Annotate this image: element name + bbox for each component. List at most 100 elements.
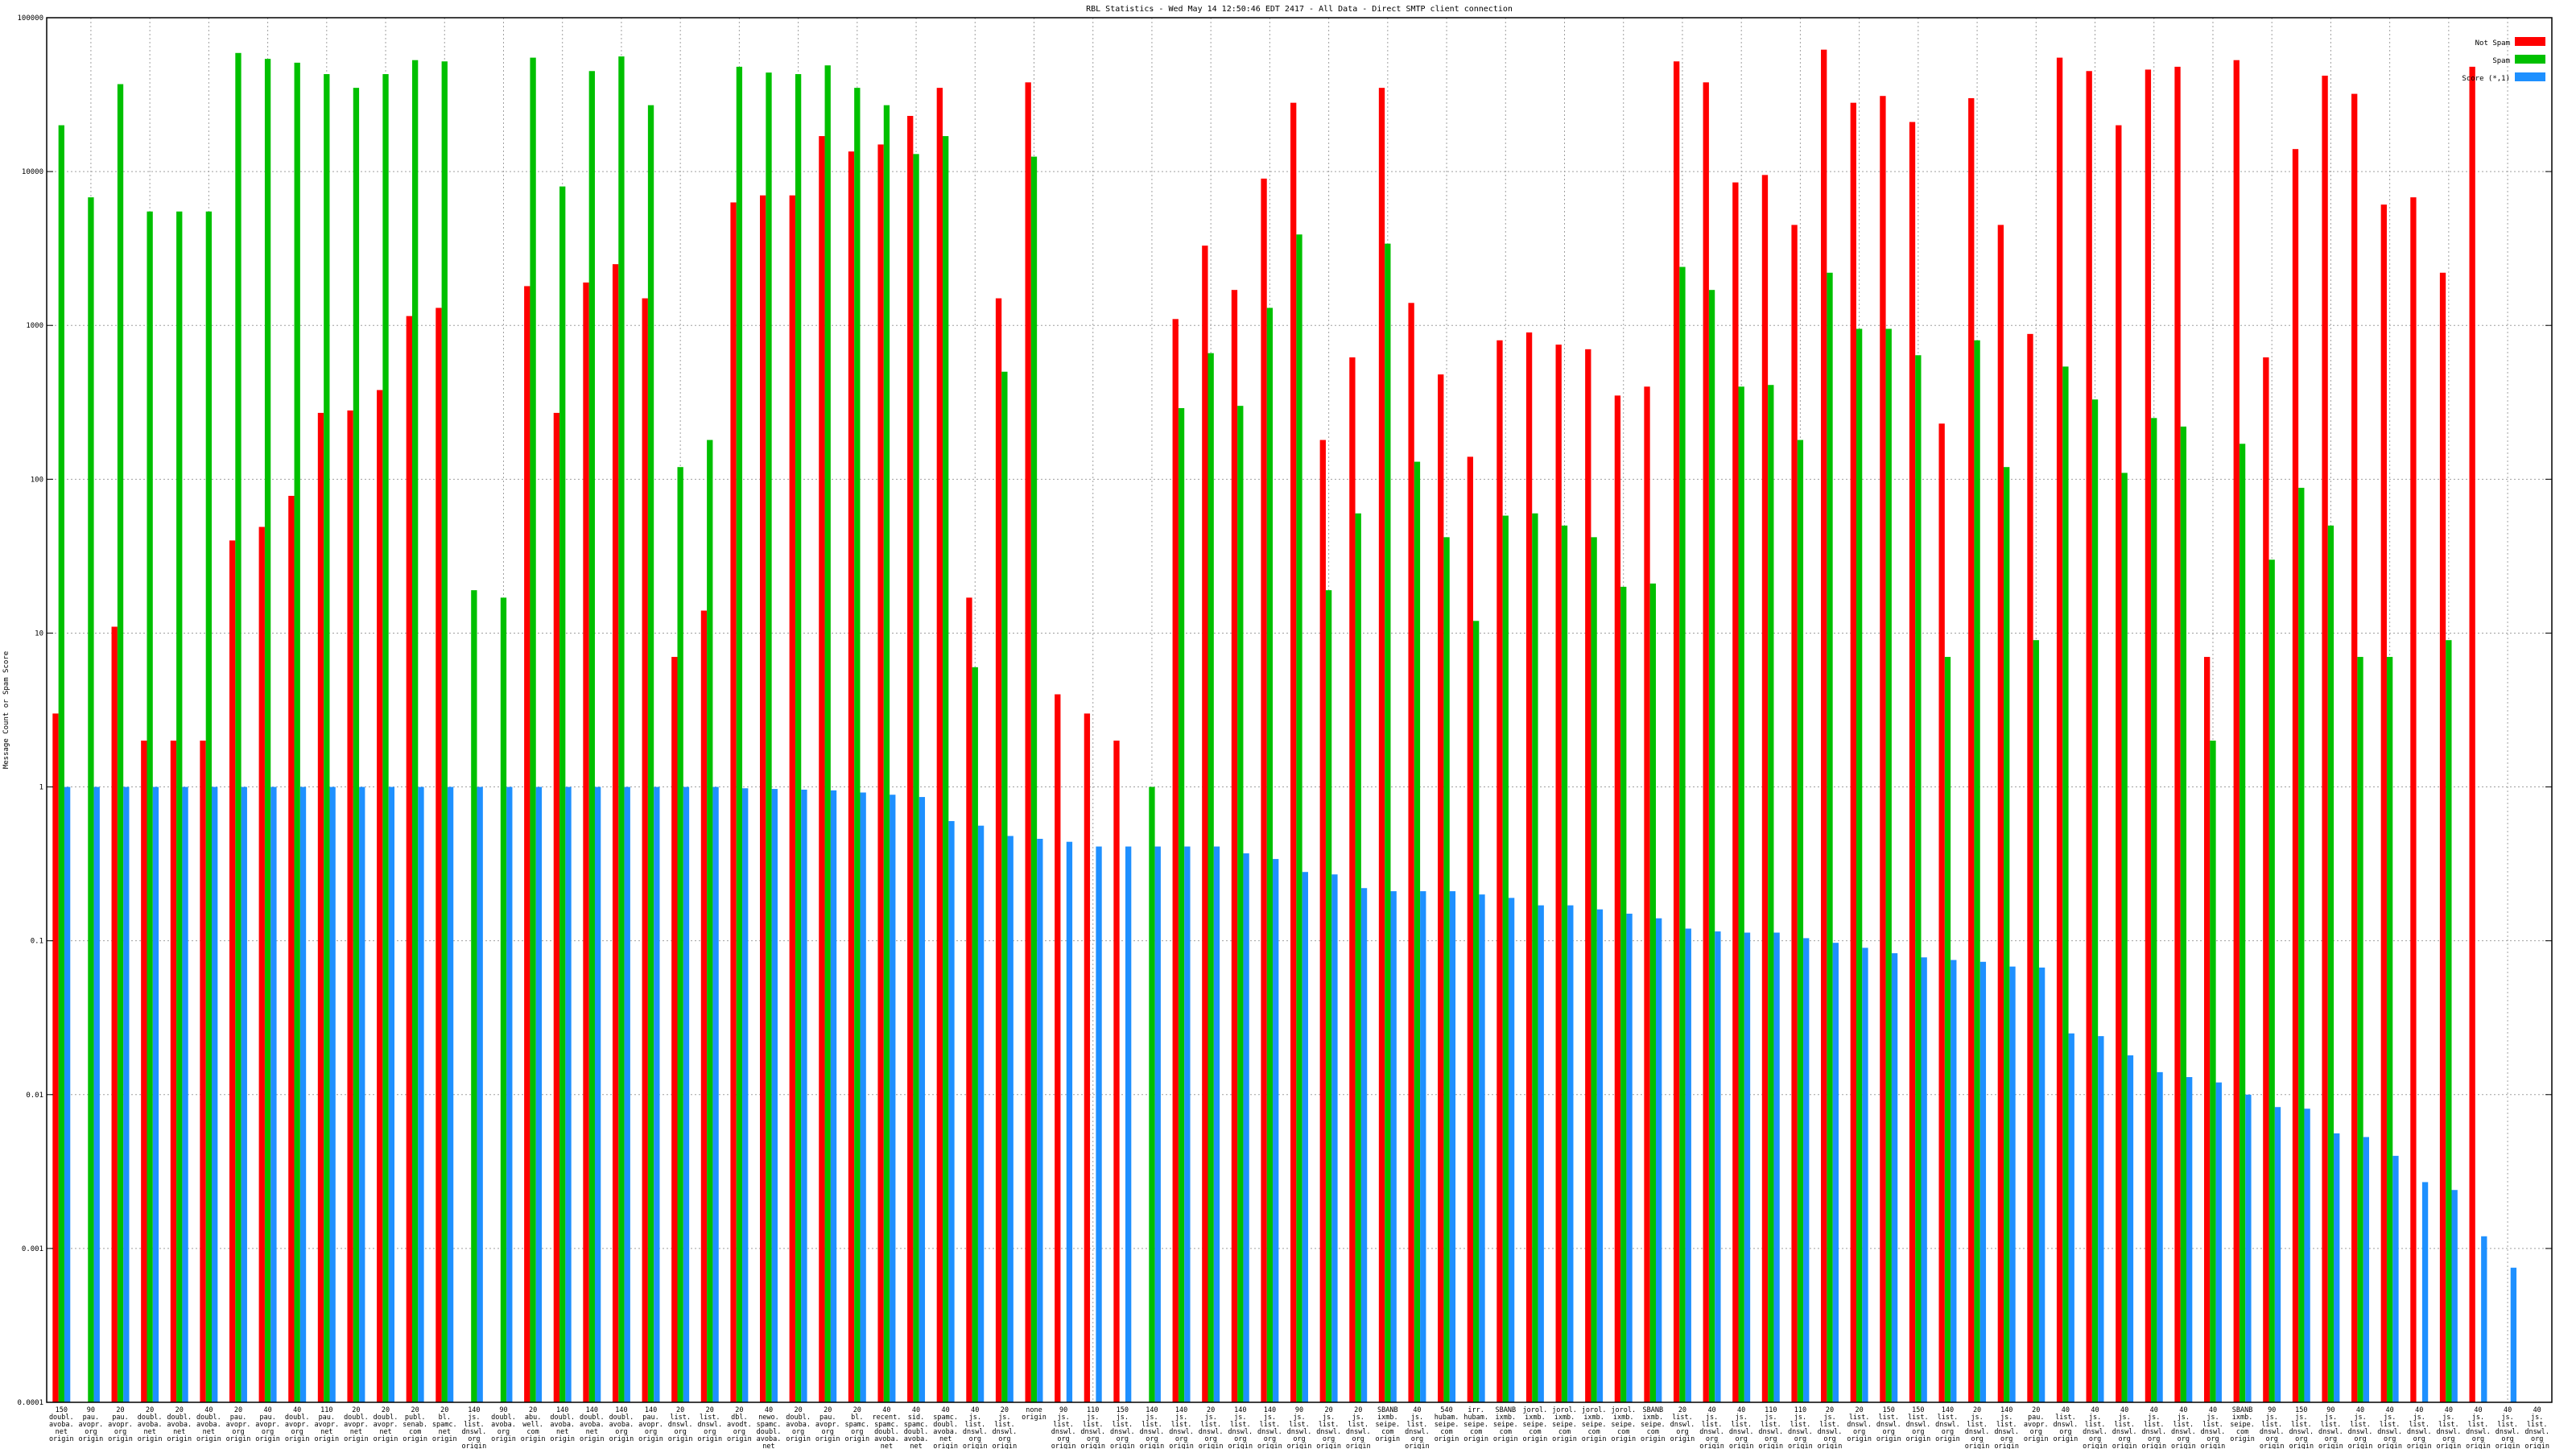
x-category-label: 40 spamc. doubl. avoba. net origin	[933, 1406, 958, 1449]
x-category-label-line: net	[173, 1428, 185, 1436]
bar-spam	[324, 74, 330, 1402]
x-category-label: jorol. ixmb. seipe. com origin	[1552, 1406, 1577, 1443]
x-category-label-line: dnswl.	[2348, 1428, 2373, 1436]
x-category-label-line: list.	[1053, 1421, 1074, 1429]
bar-score	[1626, 914, 1633, 1402]
x-category-label-line: 150	[1912, 1406, 1924, 1414]
bar-not-spam	[170, 741, 177, 1402]
bar-score	[2363, 1137, 2369, 1402]
x-category-label-line: list.	[670, 1414, 691, 1422]
x-category-label-line: dnswl.	[1169, 1428, 1194, 1436]
x-category-label-line: senab.	[402, 1421, 427, 1429]
x-category-label: 140 js. list. dnswl. org origin	[1228, 1406, 1253, 1449]
x-category-label-line: 40	[1413, 1406, 1421, 1414]
x-category-label-line: list.	[2468, 1421, 2489, 1429]
bar-not-spam	[1909, 122, 1916, 1402]
x-category-label-line: 110	[1794, 1406, 1806, 1414]
bar-spam	[411, 60, 419, 1403]
bar-spam	[824, 65, 831, 1403]
bar-score	[1715, 931, 1721, 1402]
bar-spam	[88, 197, 94, 1402]
plot-frame	[46, 17, 2553, 1403]
bar-score	[2098, 1036, 2104, 1402]
x-category-label-line: 140	[1264, 1406, 1276, 1414]
x-category-label-line: origin	[609, 1435, 634, 1443]
x-category-label-line: ixmb.	[1525, 1414, 1546, 1422]
bar-not-spam	[2351, 93, 2358, 1403]
bar-not-spam	[2410, 197, 2417, 1402]
x-category-label-line: list.	[1849, 1414, 1870, 1422]
x-category-label-line: avoba.	[49, 1421, 74, 1429]
x-category-label-line: none	[1026, 1406, 1042, 1414]
x-category-label-line: com	[1647, 1428, 1659, 1436]
x-category-label-line: origin	[580, 1435, 605, 1443]
x-category-label-line: dnswl.	[1080, 1428, 1105, 1436]
x-category-label-line: 40	[2533, 1406, 2541, 1414]
x-category-label-line: list.	[2144, 1421, 2165, 1429]
x-category-label-line: spamc.	[757, 1421, 782, 1429]
chart-title: RBL Statistics - Wed May 14 12:50:46 EDT…	[1086, 5, 1513, 14]
x-category-label-line: origin	[1287, 1443, 1312, 1449]
x-category-label-line: 140	[1175, 1406, 1187, 1414]
bar-spam	[2151, 418, 2157, 1402]
x-category-label-line: 40	[263, 1406, 271, 1414]
x-category-label-line: org	[2413, 1435, 2425, 1443]
x-category-label-line: dnswl.	[1699, 1428, 1724, 1436]
x-category-label-line: dnswl.	[2054, 1421, 2079, 1429]
x-category-label-line: bl.	[439, 1414, 451, 1422]
bar-score	[1862, 947, 1868, 1402]
bar-spam	[559, 186, 566, 1402]
x-category-label-line: origin	[79, 1435, 104, 1443]
x-category-label: SBANB ixmb. seipe. com origin	[2230, 1406, 2255, 1443]
y-tick-label: 10	[35, 630, 43, 638]
x-category-label-line: origin	[1169, 1443, 1194, 1449]
bar-spam	[1768, 385, 1774, 1403]
x-category-label-line: list.	[2055, 1414, 2076, 1422]
x-category-label-line: list.	[2527, 1421, 2548, 1429]
x-category-label-line: net	[881, 1443, 893, 1449]
bar-spam	[2062, 366, 2069, 1402]
x-category-label-line: doubl.	[49, 1414, 74, 1422]
x-category-label: 150 list. dnswl. org origin	[1876, 1406, 1901, 1443]
x-category-label: 20 js. list. dnswl. org origin	[993, 1406, 1018, 1449]
x-category-label-line: origin	[285, 1435, 310, 1443]
x-category-label-line: origin	[2083, 1443, 2107, 1449]
bar-not-spam	[1703, 82, 1709, 1402]
x-category-label-line: origin	[1965, 1443, 1990, 1449]
bar-spam	[2357, 657, 2363, 1402]
bar-score	[2421, 1182, 2429, 1402]
x-category-label-line: dnswl.	[1758, 1428, 1783, 1436]
x-category-label-line: js.	[2472, 1414, 2484, 1422]
x-category-label-line: seipe.	[1611, 1421, 1636, 1429]
x-category-label: 40 js. list. dnswl. org origin	[2496, 1406, 2520, 1449]
bar-not-spam	[1113, 741, 1120, 1402]
bar-spam	[117, 84, 124, 1402]
x-category-label-line: list.	[1761, 1421, 1781, 1429]
x-category-label-line: dnswl.	[1346, 1428, 1371, 1436]
x-category-label-line: ixmb.	[1643, 1414, 1664, 1422]
x-category-label-line: origin	[314, 1435, 339, 1443]
bar-not-spam	[406, 316, 412, 1402]
x-category-label: 40 pau. avopr. org origin	[255, 1406, 280, 1443]
bar-not-spam	[436, 308, 442, 1403]
bar-not-spam	[111, 626, 118, 1402]
bar-score	[977, 825, 985, 1402]
bar-spam	[441, 61, 448, 1402]
x-category-label-line: dnswl.	[1818, 1428, 1843, 1436]
bar-not-spam	[141, 741, 147, 1402]
x-category-label: SBANB ixmb. seipe. com origin	[1375, 1406, 1400, 1443]
x-category-label-line: origin	[108, 1435, 133, 1443]
bar-not-spam	[1438, 374, 1444, 1402]
bar-score	[2186, 1077, 2193, 1402]
x-category-label-line: origin	[668, 1435, 693, 1443]
x-category-label-line: spamc.	[844, 1421, 869, 1429]
x-category-label-line: 20	[234, 1406, 242, 1414]
x-category-label-line: net	[439, 1428, 451, 1436]
bar-not-spam	[347, 410, 353, 1402]
x-category-label-line: origin	[1346, 1443, 1371, 1449]
x-category-label: 90 js. list. dnswl. org origin	[1287, 1406, 1312, 1449]
x-category-label-line: 90	[2268, 1406, 2276, 1414]
x-category-label-line: dnswl.	[2436, 1428, 2461, 1436]
x-category-label-line: org	[2266, 1435, 2278, 1443]
bar-not-spam	[1968, 97, 1975, 1402]
